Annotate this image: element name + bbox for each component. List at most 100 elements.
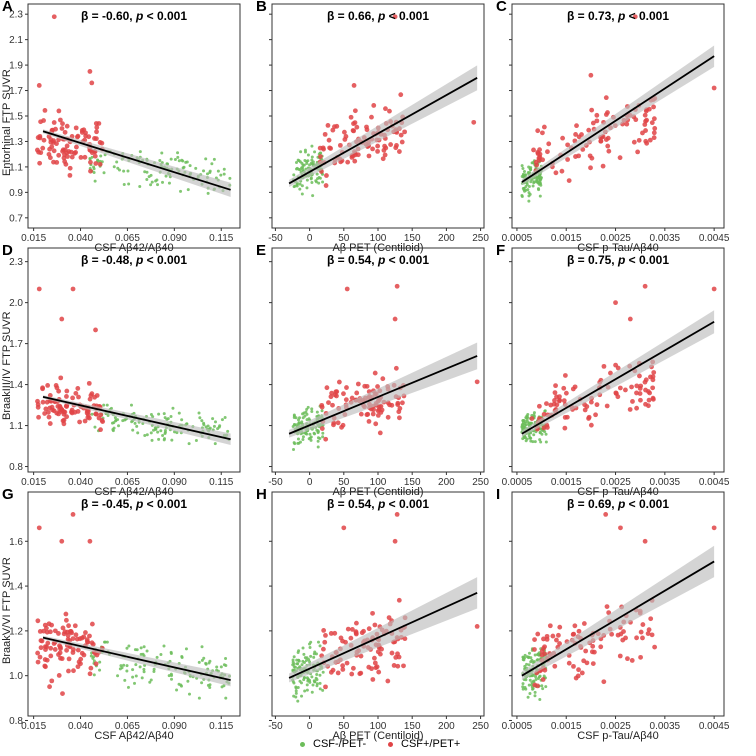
point-pos-B-67	[380, 156, 386, 162]
point-pos-B-21	[366, 153, 372, 159]
point-pos-B-41	[383, 106, 388, 112]
point-neg-A-73	[179, 189, 183, 193]
point-pos-I-60	[566, 660, 572, 666]
point-pos-D-57	[64, 394, 69, 399]
point-neg-F-70	[544, 440, 548, 444]
x-tick-label-E-0: -50	[268, 477, 283, 488]
point-pos-E-31	[335, 420, 341, 426]
point-pos-G-64	[42, 622, 48, 628]
point-pos-G-9	[63, 617, 69, 623]
point-neg-D-57	[150, 438, 154, 442]
point-pos-E-61	[341, 391, 346, 397]
point-pos-I-59	[557, 624, 563, 630]
x-tick-label-D-0: 0.015	[21, 477, 46, 488]
point-pos-extra-D-1	[70, 286, 76, 292]
point-pos-D-14	[47, 421, 53, 426]
point-neg-D-125	[113, 416, 117, 420]
point-pos-B-89	[337, 142, 343, 148]
point-neg-C-108	[532, 181, 536, 185]
point-neg-H-1	[308, 660, 312, 664]
panel-letter-G: G	[2, 486, 14, 503]
point-pos-D-41	[94, 411, 99, 417]
point-neg-A-109	[186, 188, 190, 192]
point-pos-H-96	[338, 635, 344, 641]
point-pos-G-42	[90, 641, 96, 647]
point-neg-H-86	[294, 691, 298, 695]
point-pos-D-94	[58, 409, 64, 414]
plot-svg-D: 0.015 0.040 0.065 0.090 0.115 0.8 1.1 1.4 1.7 2.0…	[9, 247, 241, 488]
point-neg-F-69	[524, 423, 528, 427]
point-pos-I-8	[638, 654, 643, 660]
point-pos-C-87	[553, 170, 559, 176]
x-tick-label-B-0: -50	[268, 233, 283, 244]
point-neg-H-89	[309, 654, 313, 658]
point-pos-F-17	[563, 390, 569, 396]
point-pos-G-77	[66, 623, 71, 629]
legend-pos-marker	[388, 741, 393, 747]
point-pos-D-84	[92, 394, 97, 400]
point-neg-G-8	[148, 680, 152, 684]
point-pos-C-75	[537, 151, 543, 157]
point-pos-A-59	[51, 120, 57, 125]
point-pos-F-65	[572, 384, 578, 390]
point-pos-A-45	[69, 154, 75, 160]
point-pos-extra-A-0	[51, 14, 57, 20]
point-pos-F-59	[637, 373, 642, 379]
point-pos-B-57	[342, 129, 347, 135]
point-pos-F-56	[623, 387, 628, 393]
beta-value-D: β = -0.48,	[80, 253, 136, 267]
point-neg-A-8	[145, 170, 149, 174]
point-neg-A-89	[122, 169, 126, 173]
x-tick-label-H-0: -50	[268, 721, 283, 732]
point-neg-I-91	[531, 687, 535, 691]
y-tick-label-A-3: 1.3	[9, 137, 23, 148]
point-pos-I-80	[598, 644, 604, 650]
point-pos-D-6	[36, 414, 41, 420]
point-pos-D-1	[45, 383, 51, 388]
point-pos-I-24	[532, 647, 537, 652]
point-pos-D-93	[69, 407, 75, 413]
point-pos-A-92	[35, 147, 40, 153]
point-pos-G-26	[35, 618, 41, 624]
point-pos-I-17	[625, 656, 630, 662]
point-pos-D-22	[70, 395, 75, 401]
point-neg-G-45	[155, 655, 159, 659]
point-neg-F-78	[527, 422, 531, 426]
point-neg-E-41	[301, 438, 305, 442]
point-pos-extra-A-1	[87, 69, 93, 74]
point-neg-H-114	[315, 682, 319, 686]
x-tick-label-I-0: 0.0005	[502, 721, 533, 732]
point-neg-B-65	[314, 180, 318, 184]
point-neg-D-73	[151, 415, 155, 419]
point-pos-E-65	[344, 385, 349, 390]
points-A	[35, 14, 232, 195]
point-pos-A-82	[54, 160, 60, 165]
point-pos-H-97	[345, 626, 351, 632]
point-pos-extra-I-3	[642, 538, 648, 544]
x-tick-label-H-2: 50	[338, 721, 350, 732]
point-pos-F-94	[593, 412, 598, 418]
point-neg-A-47	[90, 155, 94, 159]
point-neg-F-42	[538, 431, 542, 435]
point-pos-I-95	[618, 631, 624, 637]
point-neg-D-42	[157, 437, 161, 441]
x-tick-label-B-1: 0	[307, 233, 313, 244]
point-pos-D-75	[85, 412, 91, 418]
point-pos-extra-B-0	[392, 14, 398, 20]
x-tick-label-B-6: 250	[472, 233, 489, 244]
plot-svg-F: 0.0005 0.0015 0.0025 0.0035 0.0045	[502, 247, 730, 488]
point-pos-G-66	[65, 633, 71, 638]
y-tick-label-A-5: 1.7	[9, 86, 23, 97]
panel-letter-C: C	[496, 0, 507, 15]
point-pos-G-79	[47, 684, 52, 690]
fit-line-A	[42, 130, 231, 191]
beta-value-F: β = 0.75,	[566, 253, 618, 267]
x-tick-label-G-3: 0.090	[162, 721, 187, 732]
point-neg-I-88	[538, 697, 542, 701]
x-tick-label-E-5: 200	[438, 477, 455, 488]
points-I	[521, 512, 717, 701]
point-pos-G-80	[59, 656, 65, 662]
point-neg-D-103	[121, 419, 125, 423]
